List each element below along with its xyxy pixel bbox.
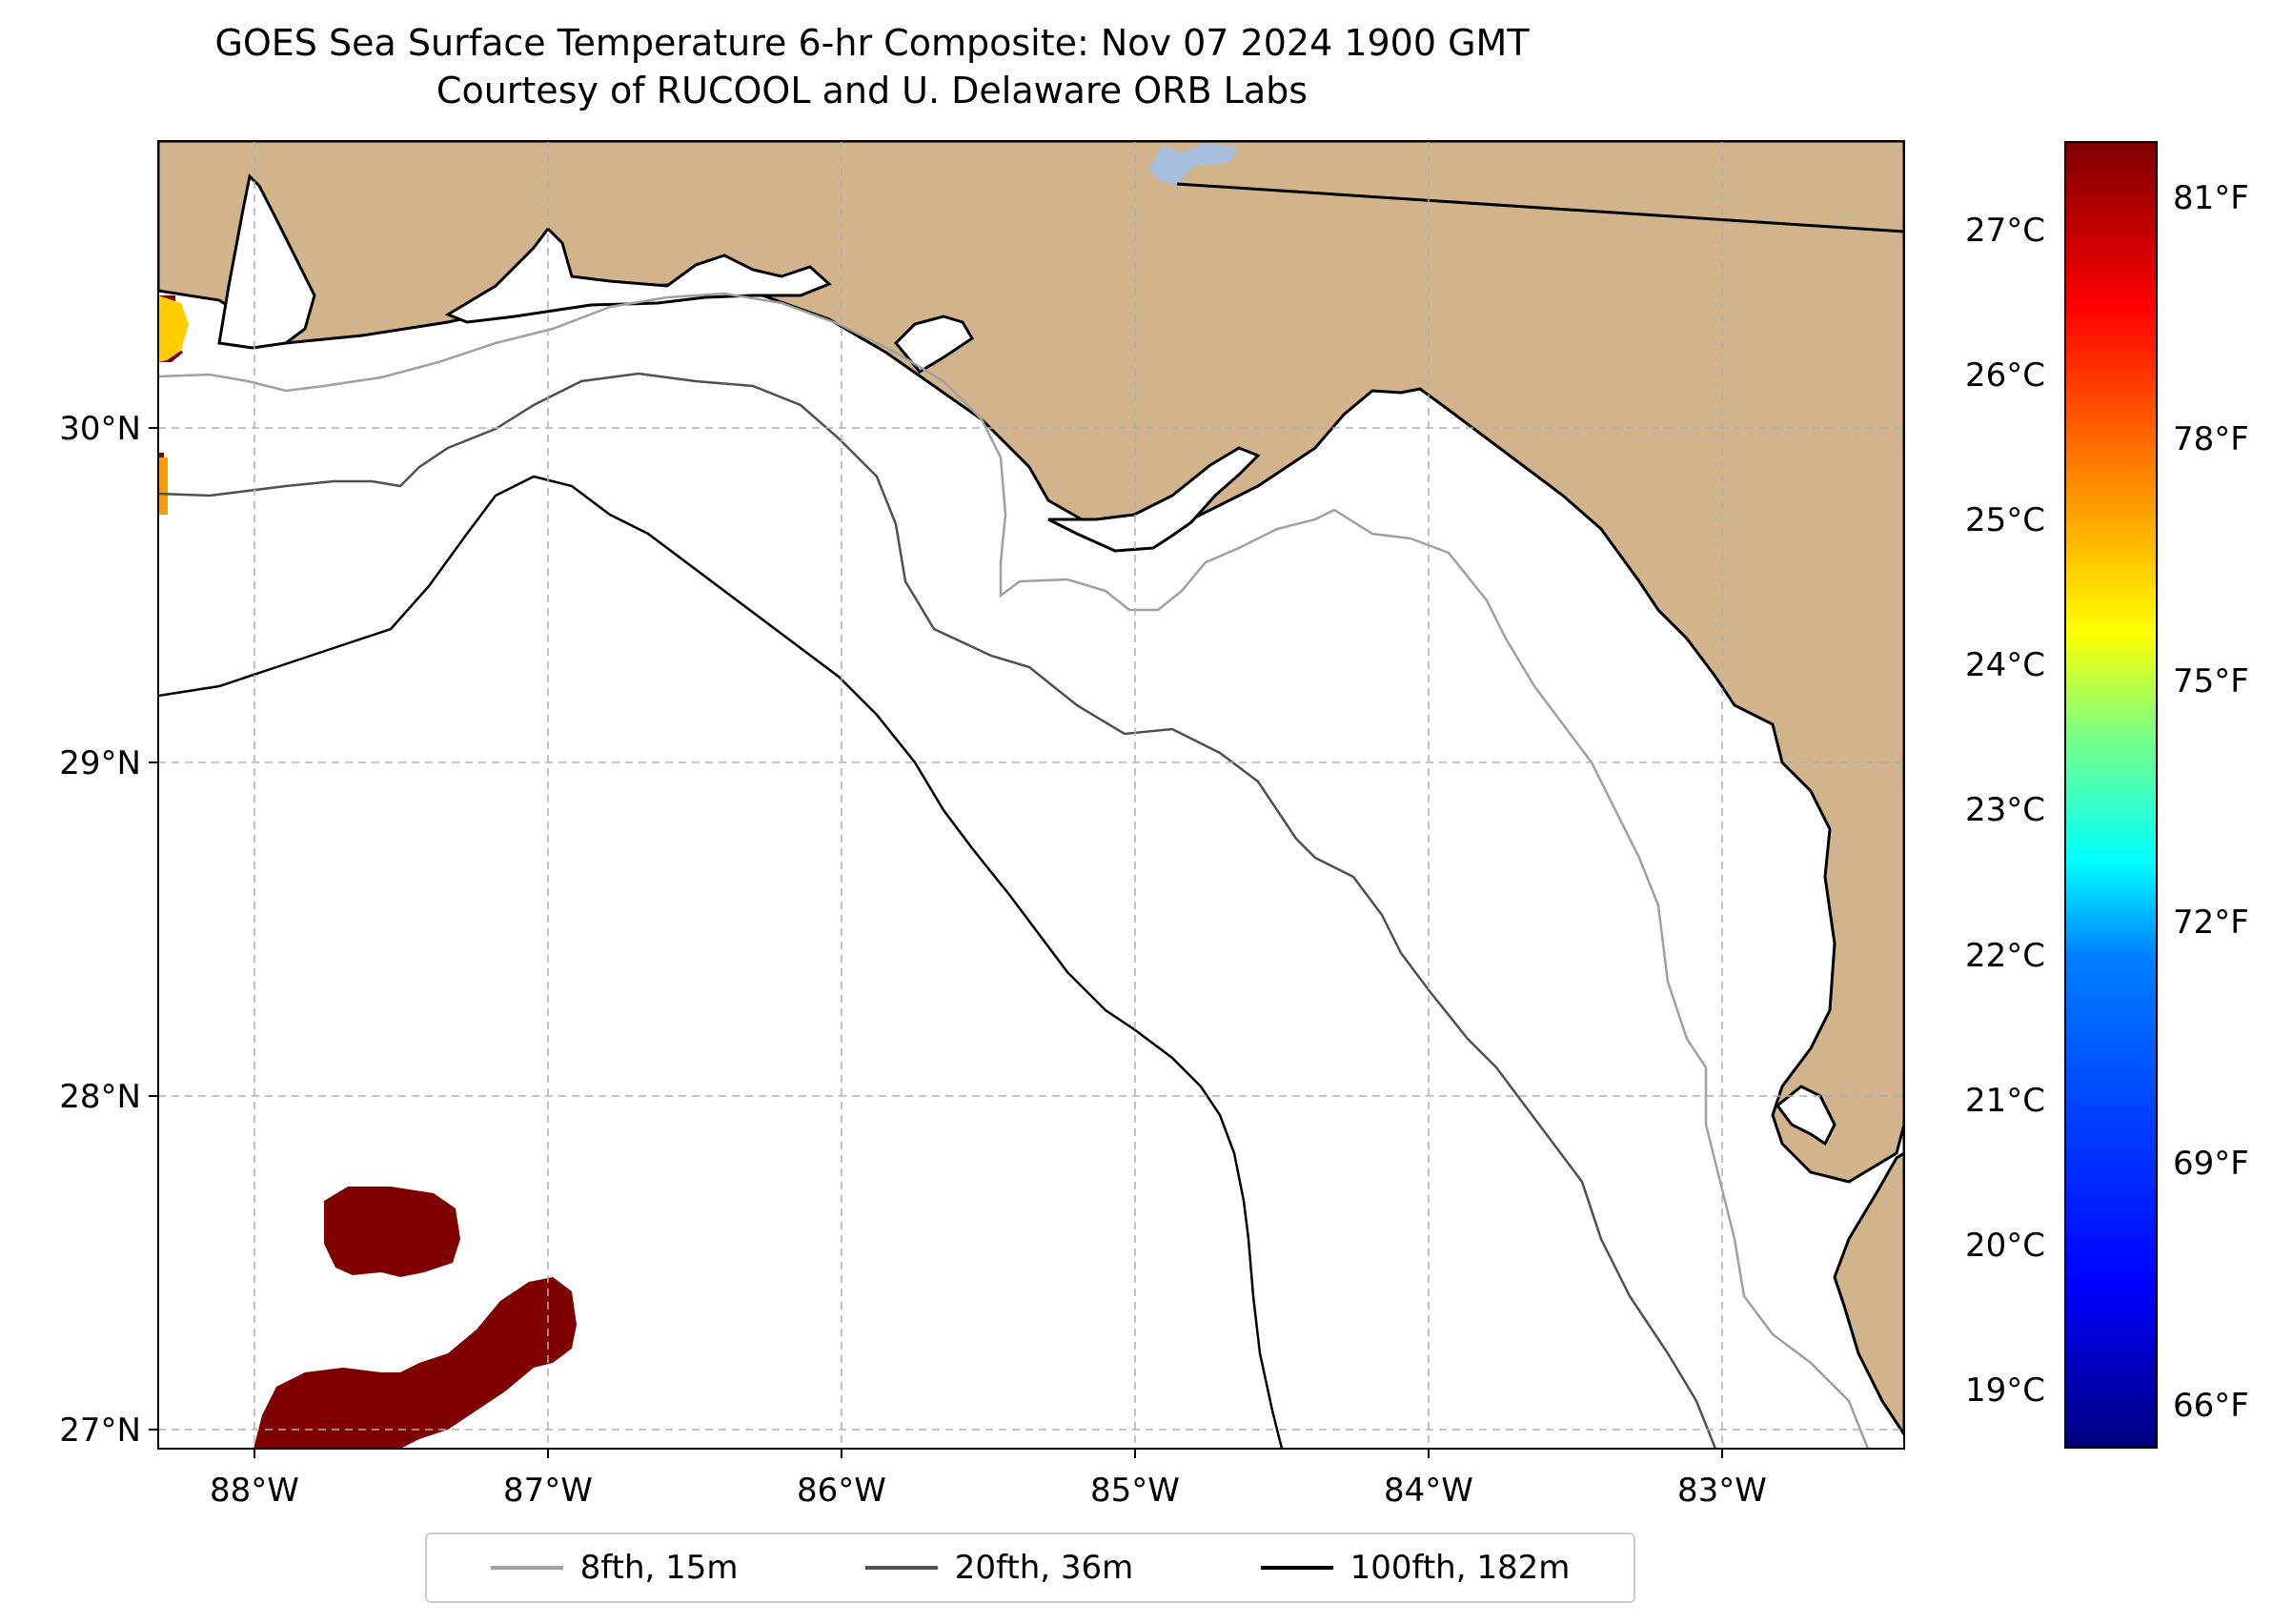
- cb-celsius-19: 19°C: [1964, 1371, 2045, 1410]
- tampa-bay: [1775, 1085, 1836, 1147]
- mobile-bay: [217, 173, 316, 350]
- state-boundary: [1176, 182, 1904, 233]
- sst-patch-south: [254, 1277, 577, 1449]
- legend-label-8fth: 8fth, 15m: [579, 1549, 739, 1587]
- lat-label-28: 28°N: [59, 1078, 141, 1116]
- map-frame: [157, 140, 1905, 1450]
- legend-label-20fth: 20fth, 36m: [954, 1549, 1134, 1587]
- sst-coastal-yellow: [158, 295, 189, 362]
- legend-label-100fth: 100fth, 182m: [1349, 1549, 1571, 1587]
- lat-label-30: 30°N: [59, 410, 141, 448]
- map-title: GOES Sea Surface Temperature 6-hr Compos…: [0, 19, 1744, 114]
- cb-fahrenheit-69: 69°F: [2173, 1145, 2249, 1183]
- cb-fahrenheit-78: 78°F: [2173, 420, 2249, 458]
- sst-patch-north: [324, 1187, 460, 1277]
- lake-seminole: [1148, 143, 1239, 186]
- legend-swatch-100fth: [1260, 1566, 1333, 1570]
- legend-swatch-20fth: [864, 1566, 938, 1570]
- cb-fahrenheit-72: 72°F: [2173, 903, 2249, 942]
- contour-8fth: [158, 292, 1870, 1449]
- cb-celsius-22: 22°C: [1964, 937, 2045, 975]
- title-line-1: GOES Sea Surface Temperature 6-hr Compos…: [214, 22, 1530, 64]
- apalachicola-bay: [1047, 446, 1261, 553]
- cb-celsius-21: 21°C: [1964, 1082, 2045, 1120]
- legend-item-8fth: 8fth, 15m: [490, 1549, 739, 1587]
- legend-item-100fth: 100fth, 182m: [1260, 1549, 1571, 1587]
- contour-100fth: [158, 475, 1284, 1449]
- axis-ticks: [149, 427, 1723, 1458]
- cb-celsius-23: 23°C: [1964, 791, 2045, 829]
- legend-swatch-8fth: [490, 1566, 563, 1570]
- title-line-2: Courtesy of RUCOOL and U. Delaware ORB L…: [436, 70, 1309, 112]
- lon-label-87: 87°W: [503, 1472, 593, 1510]
- cb-fahrenheit-81: 81°F: [2173, 179, 2249, 217]
- cb-fahrenheit-75: 75°F: [2173, 662, 2249, 700]
- legend: 8fth, 15m 20fth, 36m 100fth, 182m: [425, 1533, 1635, 1603]
- lon-label-85: 85°W: [1090, 1472, 1180, 1510]
- lon-label-86: 86°W: [797, 1472, 886, 1510]
- lon-label-83: 83°W: [1677, 1472, 1767, 1510]
- cb-celsius-20: 20°C: [1964, 1227, 2045, 1265]
- cb-celsius-24: 24°C: [1964, 646, 2045, 684]
- cb-fahrenheit-66: 66°F: [2173, 1387, 2249, 1425]
- cb-celsius-27: 27°C: [1964, 212, 2045, 250]
- lon-label-88: 88°W: [210, 1472, 299, 1510]
- cb-celsius-26: 26°C: [1964, 356, 2045, 395]
- gridlines: [158, 141, 1904, 1449]
- sst-coastal-orange: [158, 457, 168, 515]
- legend-item-20fth: 20fth, 36m: [864, 1549, 1134, 1587]
- lat-label-27: 27°N: [59, 1411, 141, 1450]
- colorbar: [2064, 141, 2158, 1449]
- lat-label-29: 29°N: [59, 744, 141, 782]
- lon-label-84: 84°W: [1384, 1472, 1473, 1510]
- contour-20fth: [158, 372, 1717, 1449]
- cb-celsius-25: 25°C: [1964, 501, 2045, 539]
